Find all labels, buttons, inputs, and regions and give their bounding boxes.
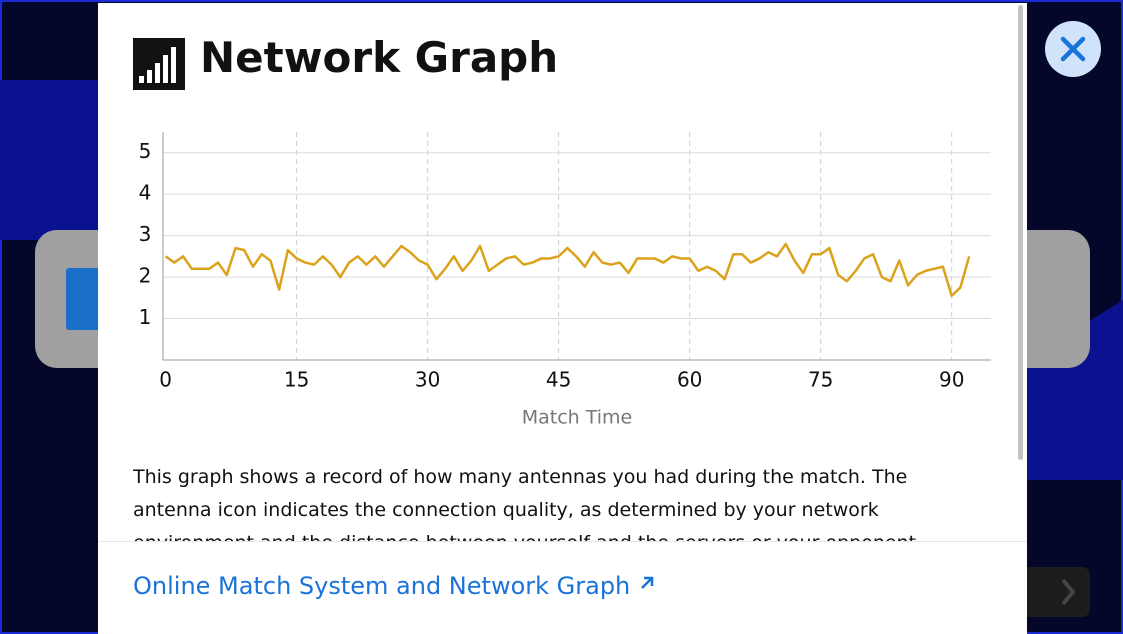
dialog-title: Network Graph: [200, 33, 559, 82]
description-line: This graph shows a record of how many an…: [133, 466, 908, 488]
y-tick-label: 2: [139, 264, 152, 288]
x-tick-label: 90: [939, 368, 964, 392]
data-line: [164, 242, 971, 297]
footer: Online Match System and Network Graph: [98, 541, 1027, 634]
x-axis-label: Match Time: [522, 407, 633, 429]
help-link[interactable]: Online Match System and Network Graph: [133, 572, 656, 600]
y-tick-label: 5: [139, 139, 152, 163]
x-tick-label: 45: [546, 368, 571, 392]
x-tick-label: 0: [159, 368, 172, 392]
x-tick-label: 75: [808, 368, 833, 392]
close-button[interactable]: [1043, 19, 1103, 79]
x-tick-label: 60: [677, 368, 702, 392]
x-tick-label: 30: [415, 368, 440, 392]
scrollbar: [1018, 5, 1023, 460]
dialog: Network Graph 1 2 3 4 5 0 15 30 45 60 75 90 Match Ti…: [98, 3, 1027, 634]
antenna-icon: [133, 38, 185, 90]
description: This graph shows a record of how many an…: [133, 461, 1013, 541]
external-arrow: [641, 576, 654, 589]
link-text[interactable]: Online Match System and Network Graph: [133, 572, 631, 600]
description-line: antenna icon indicates the connection qu…: [133, 499, 879, 521]
y-tick-label: 1: [139, 305, 152, 329]
x-tick-label: 15: [284, 368, 309, 392]
y-tick-label: 4: [139, 181, 152, 205]
y-tick-label: 3: [139, 222, 152, 246]
description-line: environment and the distance between you…: [133, 527, 1013, 541]
